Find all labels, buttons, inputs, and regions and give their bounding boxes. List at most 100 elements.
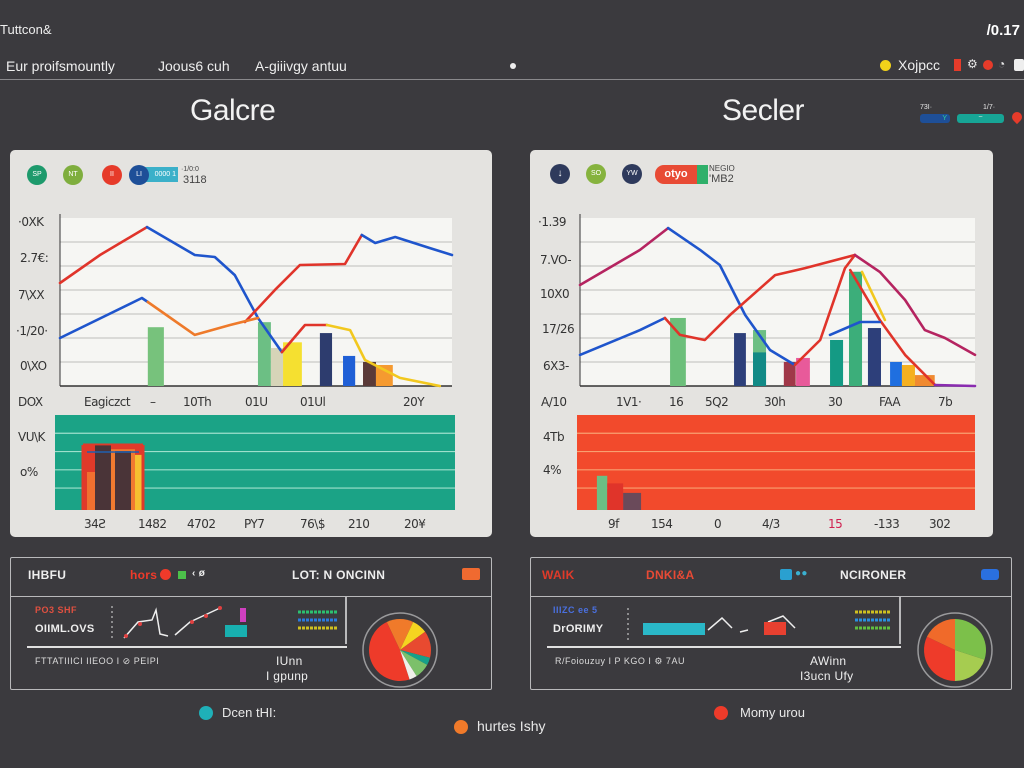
tag[interactable]: otyo: [655, 165, 697, 184]
divider: [531, 596, 1011, 597]
y-tick: 7\XX: [18, 288, 45, 302]
bar: [147, 327, 164, 386]
chart-icon[interactable]: [462, 568, 480, 580]
back-icon[interactable]: ‹ ø: [192, 568, 206, 579]
series-line: [325, 323, 442, 388]
header-tag-1[interactable]: Y: [920, 114, 950, 123]
panel-tag[interactable]: hors: [130, 568, 158, 582]
gear-icon[interactable]: ⚙: [967, 57, 978, 71]
series-line: [828, 320, 882, 337]
section-title-right: Secler: [722, 94, 805, 127]
bar: [796, 357, 810, 386]
nav-item-2[interactable]: Joous6 cuh: [158, 58, 230, 74]
band-x-tick: 15: [828, 517, 843, 531]
pie-slice: [400, 650, 428, 677]
legend-label: Momy urou: [740, 705, 806, 720]
y-tick: ·0XK: [18, 215, 44, 229]
sub-line-2: DrORIMY: [553, 623, 604, 635]
band-y-tick: VU\K: [18, 430, 45, 444]
sparkline-point: [138, 622, 142, 626]
badge-icon[interactable]: SP: [27, 165, 47, 185]
bar: [375, 365, 393, 386]
flag-icon[interactable]: [954, 59, 961, 71]
download-icon[interactable]: ↓: [550, 164, 570, 184]
x-tick: 30h: [764, 395, 786, 409]
bar: [319, 333, 333, 386]
tag-end: [697, 165, 708, 184]
band-x-tick: -133: [874, 517, 900, 531]
bar: [830, 339, 844, 386]
y-tick: 2.7€:: [20, 251, 49, 265]
badge-icon[interactable]: II: [102, 165, 122, 185]
link-icon[interactable]: ●●: [795, 568, 808, 579]
tag-caption-1: ·1/0:0: [181, 166, 199, 173]
badge-icon[interactable]: YW: [622, 164, 642, 184]
series-line: [145, 225, 284, 354]
badge-icon[interactable]: NT: [63, 165, 83, 185]
panel-tag[interactable]: DNKI&A: [646, 568, 695, 582]
battery-icon[interactable]: [981, 569, 999, 580]
summary-panel-left: [10, 557, 492, 690]
header-tag-2[interactable]: ~: [957, 114, 1004, 123]
band-x-tick: PY7: [244, 517, 265, 531]
app-title: Tuttcon&: [0, 22, 52, 37]
pie-ring: [362, 612, 438, 688]
nav-item-3[interactable]: A-giiivgy antuu: [255, 58, 347, 74]
badge-icon[interactable]: SO: [586, 164, 606, 184]
divider: [27, 646, 347, 648]
pie-slice: [369, 621, 410, 681]
sub-line-1: IIIZC ee 5: [553, 605, 598, 615]
user-icon[interactable]: ◔: [998, 57, 1006, 71]
y-tick: 6X3-: [543, 359, 569, 373]
series-line: [666, 226, 797, 367]
alert-icon[interactable]: [983, 60, 993, 70]
nav-divider: [0, 79, 1024, 80]
nav-item-1[interactable]: Eur proifsmountly: [6, 58, 115, 74]
sub-line-1: PO3 SHF: [35, 605, 78, 615]
band-y-tick: 4Tb: [543, 430, 565, 444]
badge-icon[interactable]: LI: [129, 165, 149, 185]
panel-header-left: IHBFU: [28, 568, 67, 582]
tag-caption-2: 3118: [183, 174, 207, 186]
x-tick: 16: [669, 395, 684, 409]
pie-slice: [926, 619, 955, 650]
band-bar: [596, 475, 608, 510]
plot-area: [60, 218, 452, 386]
footer-mid-2: I3ucn Ufy: [800, 669, 854, 683]
x-tick: 5Q2: [705, 395, 729, 409]
x-tick: 10Th: [183, 395, 212, 409]
footer-mid-1: AWinn: [810, 654, 847, 668]
plot-area: [580, 218, 975, 386]
tag[interactable]: 0000 1: [140, 167, 178, 182]
bar: [753, 352, 767, 386]
bar: [283, 342, 302, 386]
sub-line-2: OIIML.OVS: [35, 623, 95, 635]
status-dot: [510, 63, 516, 69]
bar: [901, 365, 915, 386]
pie-slice: [386, 619, 414, 650]
panel-header-mid: NCIRONER: [840, 568, 907, 582]
band-x-tick: 76\$: [300, 517, 325, 531]
series-line: [58, 296, 150, 340]
x-tick: 1V1·: [616, 395, 642, 409]
bar: [890, 361, 902, 386]
pie-slice: [955, 619, 986, 660]
divider: [899, 596, 901, 644]
divider: [11, 596, 491, 597]
x-tick: 01U: [245, 395, 268, 409]
band-bar: [95, 445, 111, 510]
lock-icon[interactable]: [1014, 59, 1024, 71]
footer-mid-2: I gpunp: [266, 669, 309, 683]
band-bar: [607, 483, 624, 510]
header-tag-label-2: 1/7·: [983, 104, 996, 111]
x-tick: Eagiczct: [84, 395, 131, 409]
sparkline: [123, 607, 169, 639]
sparkline-bar: [764, 622, 786, 635]
info-icon[interactable]: [780, 569, 792, 580]
series-line: [578, 316, 667, 357]
y-tick: 0\XO: [20, 359, 47, 373]
sparkline-point: [124, 634, 128, 638]
sparkline-bar: [225, 625, 247, 637]
nav-right-label[interactable]: Xojpcc: [898, 57, 941, 73]
bar: [343, 355, 356, 386]
